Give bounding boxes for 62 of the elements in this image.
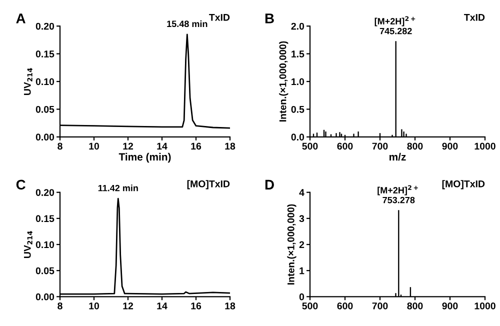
x-tick-label: 500: [302, 142, 318, 150]
x-tick-label: 1000: [474, 142, 496, 150]
y-axis-title: UV$_{214}$: [24, 68, 32, 95]
text: TxID: [209, 14, 230, 21]
y-axis-title: Inten.(×1,000,000): [287, 204, 296, 285]
annotation: [M+2H]$^{2+}$ 745.282: [374, 16, 416, 34]
x-axis-title: m/z: [390, 152, 406, 161]
y-tick-label: 0.15: [36, 215, 54, 222]
text: [MO]TxID: [187, 180, 230, 190]
x-tick-label: 500: [302, 302, 318, 310]
x-tick-label: 16: [191, 142, 202, 150]
x-tick-label: 8: [58, 142, 62, 150]
x-tick-label: 16: [191, 302, 202, 310]
x-tick-label: 800: [407, 302, 423, 310]
y-tick-label: 0.0: [291, 134, 304, 141]
x-tick-label: 900: [442, 302, 458, 310]
y-tick-label: 0: [299, 293, 304, 300]
chart-title: A: [16, 14, 26, 24]
x-tick-label: 700: [372, 142, 388, 150]
text: [MO]TxID: [442, 180, 485, 190]
y-axis-title: UV$_{214}$: [24, 231, 32, 258]
annotation: 15.48 min: [167, 20, 208, 28]
chart-title: C: [16, 180, 26, 190]
x-tick-label: 700: [372, 302, 388, 310]
y-tick-label: 1.0: [292, 78, 304, 86]
annotation: [M+2H]$^{2+}$ 753.278: [378, 185, 418, 204]
y-tick-label: 0.5: [291, 106, 304, 113]
x-tick-label: 900: [442, 142, 458, 150]
x-tick-label: 14: [157, 142, 168, 150]
y-tick-label: 2: [299, 241, 304, 248]
chart-title: D: [265, 180, 274, 190]
annotation: 11.42 min: [98, 184, 138, 192]
x-tick-label: 800: [407, 142, 423, 150]
y-tick-label: 0.20: [36, 189, 54, 196]
y-tick-label: 2.0: [291, 22, 304, 30]
y-tick-label: 4: [299, 189, 304, 196]
y-tick-label: 0.15: [36, 50, 54, 58]
y-tick-label: 1.5: [292, 50, 304, 58]
y-tick-label: 0.20: [36, 22, 54, 30]
y-tick-label: 0.05: [36, 267, 54, 274]
y-tick-label: 0.10: [36, 78, 54, 86]
y-tick-label: 3: [299, 215, 304, 222]
x-tick-label: 600: [337, 302, 353, 310]
x-axis-title: Time (min): [118, 152, 171, 163]
x-tick-label: 12: [123, 302, 134, 310]
x-tick-label: 12: [123, 142, 134, 150]
text: TxID: [464, 14, 485, 21]
y-axis-title: Inten.(×1,000,000): [279, 41, 288, 122]
y-tick-label: 0.00: [36, 134, 54, 141]
y-tick-label: 0.10: [36, 241, 54, 248]
x-tick-label: 600: [337, 142, 353, 150]
y-tick-label: 0.05: [36, 106, 54, 113]
y-tick-label: 0.00: [36, 293, 54, 300]
x-tick-label: 1000: [474, 302, 496, 310]
x-tick-label: 18: [225, 142, 236, 150]
y-tick-label: 1: [300, 267, 304, 274]
x-tick-label: 14: [157, 302, 168, 310]
x-tick-label: 10: [89, 302, 100, 310]
x-tick-label: 8: [58, 302, 62, 310]
x-tick-label: 10: [89, 142, 100, 150]
chart-title: B: [265, 14, 274, 24]
x-tick-label: 18: [225, 302, 236, 310]
